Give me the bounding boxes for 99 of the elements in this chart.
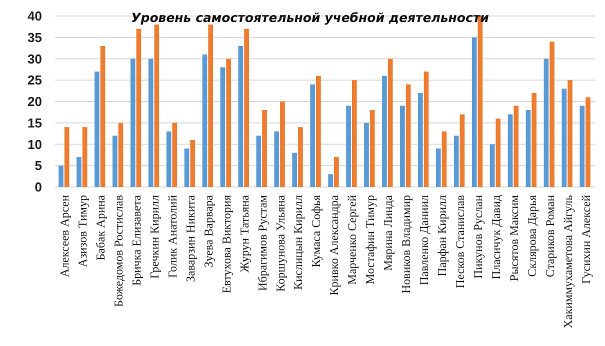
x-tick-label: Парфан Кирилл — [435, 194, 450, 276]
x-tick-label: Павленко Даниил — [417, 195, 432, 286]
bar — [316, 76, 321, 187]
bar — [460, 114, 465, 187]
bar — [472, 37, 477, 187]
bar — [58, 166, 64, 187]
bar — [226, 58, 232, 187]
bar — [136, 28, 142, 187]
bar — [118, 122, 124, 187]
bar — [94, 72, 100, 187]
bar — [244, 28, 249, 187]
bar — [202, 54, 208, 187]
bar — [406, 84, 411, 187]
x-tick-label: Хакиммухаметова Айгуль — [560, 194, 575, 328]
y-tick-label: 20 — [28, 94, 42, 110]
bar — [274, 131, 280, 187]
bar — [208, 24, 214, 187]
bar — [334, 157, 339, 187]
x-tick-label: Пласичук Давид — [488, 195, 503, 280]
bar — [418, 92, 423, 187]
bar — [100, 46, 106, 187]
x-tick-label: Бричка Елизавета — [130, 194, 144, 286]
bar — [424, 72, 429, 187]
bar — [562, 88, 567, 187]
x-tick-label: Новиков Владимир — [399, 195, 414, 294]
bar — [370, 110, 375, 187]
bar — [172, 122, 178, 187]
x-tick-label: Алексеев Арсен — [58, 194, 72, 278]
bar — [454, 136, 459, 187]
x-tick-label: Песков Станислав — [452, 194, 467, 288]
bar — [130, 58, 136, 187]
bar — [364, 122, 369, 187]
bar — [256, 136, 262, 187]
x-tick-label: Кислицын Кирилл — [291, 195, 306, 290]
bar — [82, 127, 88, 187]
y-tick-label: 35 — [28, 30, 42, 45]
bar — [496, 118, 501, 187]
bar — [190, 140, 196, 187]
bar — [280, 102, 285, 187]
bar — [298, 127, 303, 187]
bar — [436, 148, 441, 187]
bar — [154, 24, 160, 187]
bar — [400, 106, 405, 187]
x-tick-label: Божедомов Ростислав — [112, 194, 126, 308]
x-tick-label: Ибрагимов Рустам — [255, 194, 270, 292]
x-tick-label: Мярина Линда — [381, 194, 396, 271]
bar — [184, 148, 190, 187]
x-tick-label: Гречкин Кирилл — [147, 194, 162, 279]
bar — [76, 157, 82, 187]
bar — [442, 131, 447, 187]
y-tick-label: 40 — [28, 8, 42, 24]
x-tick-label: Склярова Дарья — [524, 194, 539, 277]
bar — [352, 80, 357, 187]
x-tick-label: Пикунов Руслан — [470, 194, 485, 279]
x-tick-label: Рысятов Максим — [506, 194, 521, 282]
bar — [568, 80, 572, 187]
bar — [328, 174, 333, 187]
bar — [238, 46, 244, 187]
bar — [508, 114, 513, 187]
bar — [148, 58, 154, 187]
bar — [346, 106, 351, 187]
bar — [310, 84, 316, 187]
bar — [112, 136, 118, 187]
x-tick-label: Голик Анатолий — [165, 194, 180, 278]
y-tick-label: 5 — [34, 158, 42, 174]
x-tick-label: Бабак Арина — [94, 194, 108, 260]
bar — [382, 76, 387, 187]
x-tick-label: Мостафин Тимур — [363, 195, 378, 284]
bar — [490, 144, 495, 187]
x-tick-label: Заварзин Никита — [183, 194, 198, 282]
bar — [580, 106, 585, 187]
x-tick-label: Кривко Александра — [327, 194, 342, 296]
y-tick-label: 25 — [28, 72, 42, 88]
bar — [550, 42, 554, 187]
x-tick-label: Коршунова Ульяна — [273, 194, 288, 292]
bar — [166, 131, 172, 187]
bar — [292, 152, 298, 187]
bar — [514, 106, 519, 187]
x-tick-label: Кумаса Софья — [309, 194, 324, 268]
bar — [532, 92, 536, 187]
y-tick-label: 10 — [28, 136, 42, 152]
x-tick-label: Зуева Варвара — [201, 194, 216, 268]
x-tick-label: Марченко Сергей — [345, 194, 360, 285]
bar — [586, 97, 590, 187]
bar — [64, 127, 70, 187]
y-tick-label: 0 — [34, 180, 42, 195]
y-tick-label: 30 — [28, 51, 42, 66]
y-tick-label: 15 — [28, 115, 42, 130]
chart-title: Уровень самостоятельной учебной деятельности — [131, 10, 490, 25]
bar — [388, 58, 393, 187]
bar — [220, 67, 226, 187]
x-tick-label: Евтухова Виктория — [219, 194, 234, 294]
bar — [262, 110, 267, 187]
bar — [544, 58, 549, 187]
x-tick-label: Стариков Роман — [542, 194, 557, 278]
x-tick-label: Гусихин Алексей — [578, 194, 593, 284]
x-tick-label: Азизов Тимур — [76, 195, 90, 268]
bar — [526, 110, 531, 187]
x-tick-label: Журун Татьяна — [237, 194, 252, 272]
